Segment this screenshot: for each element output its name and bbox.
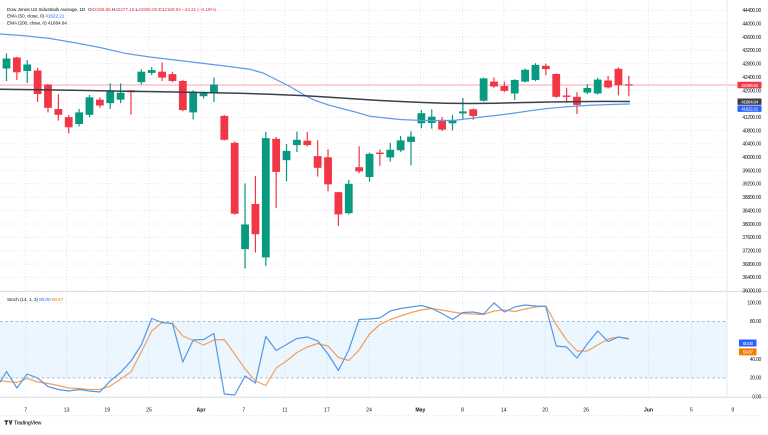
svg-text:36800.00: 36800.00 — [742, 262, 761, 268]
svg-text:41664.64: 41664.64 — [741, 100, 759, 106]
svg-text:9: 9 — [731, 408, 734, 414]
svg-text:80.00: 80.00 — [750, 319, 762, 325]
svg-text:36400.00: 36400.00 — [742, 275, 761, 281]
svg-text:8: 8 — [461, 408, 464, 414]
svg-text:25: 25 — [146, 408, 152, 414]
svg-text:7: 7 — [24, 408, 27, 414]
svg-text:41622.21: 41622.21 — [741, 107, 759, 113]
svg-text:Stoch (14, 1, 3) 60.00 59.87: Stoch (14, 1, 3) 60.00 59.87 — [7, 297, 64, 303]
svg-text:38400.00: 38400.00 — [742, 208, 761, 214]
svg-text:37200.00: 37200.00 — [742, 249, 761, 255]
svg-text:14: 14 — [501, 408, 507, 414]
svg-text:5: 5 — [690, 408, 693, 414]
svg-text:EMA (200, close, 0) 41664.64: EMA (200, close, 0) 41664.64 — [7, 20, 67, 26]
svg-text:TradingView: TradingView — [14, 421, 42, 427]
svg-text:11: 11 — [282, 408, 287, 414]
svg-text:39600.00: 39600.00 — [742, 168, 761, 174]
svg-text:59.87: 59.87 — [743, 350, 754, 356]
svg-text:42000.00: 42000.00 — [742, 88, 761, 94]
svg-text:0.00: 0.00 — [752, 395, 761, 401]
svg-text:40400.00: 40400.00 — [742, 142, 761, 148]
svg-text:20.00: 20.00 — [750, 376, 762, 382]
svg-text:37600.00: 37600.00 — [742, 235, 761, 241]
svg-text:17: 17 — [324, 408, 330, 414]
svg-text:38800.00: 38800.00 — [742, 195, 761, 201]
svg-text:60.00: 60.00 — [743, 341, 754, 347]
svg-text:Jun: Jun — [644, 408, 653, 414]
svg-text:40000.00: 40000.00 — [742, 155, 761, 161]
svg-text:Apr: Apr — [197, 408, 206, 414]
svg-text:19: 19 — [104, 408, 110, 414]
svg-text:43600.00: 43600.00 — [742, 35, 761, 41]
svg-text:100.00: 100.00 — [747, 300, 761, 306]
svg-text:40800.00: 40800.00 — [742, 128, 761, 134]
svg-text:42800.00: 42800.00 — [742, 62, 761, 68]
svg-text:24: 24 — [366, 408, 372, 414]
svg-text:38000.00: 38000.00 — [742, 222, 761, 228]
svg-text:20: 20 — [542, 408, 548, 414]
svg-text:44000.00: 44000.00 — [742, 22, 761, 28]
svg-text:Dow Jones US Industrials Avera: Dow Jones US Industrials Average, 1D O42… — [7, 7, 216, 13]
svg-text:May: May — [415, 408, 425, 414]
svg-text:43200.00: 43200.00 — [742, 48, 761, 54]
svg-text:7: 7 — [242, 408, 245, 414]
svg-text:42400.00: 42400.00 — [742, 75, 761, 81]
svg-text:39200.00: 39200.00 — [742, 182, 761, 188]
svg-text:36000.00: 36000.00 — [742, 289, 761, 295]
svg-text:44400.00: 44400.00 — [742, 8, 761, 14]
svg-text:EMA (50, close, 0) 41622.21: EMA (50, close, 0) 41622.21 — [7, 14, 65, 20]
svg-text:42169.92: 42169.92 — [741, 83, 759, 89]
svg-text:26: 26 — [583, 408, 589, 414]
svg-text:13: 13 — [64, 408, 70, 414]
svg-text:40.00: 40.00 — [750, 357, 762, 363]
svg-text:41200.00: 41200.00 — [742, 115, 761, 121]
